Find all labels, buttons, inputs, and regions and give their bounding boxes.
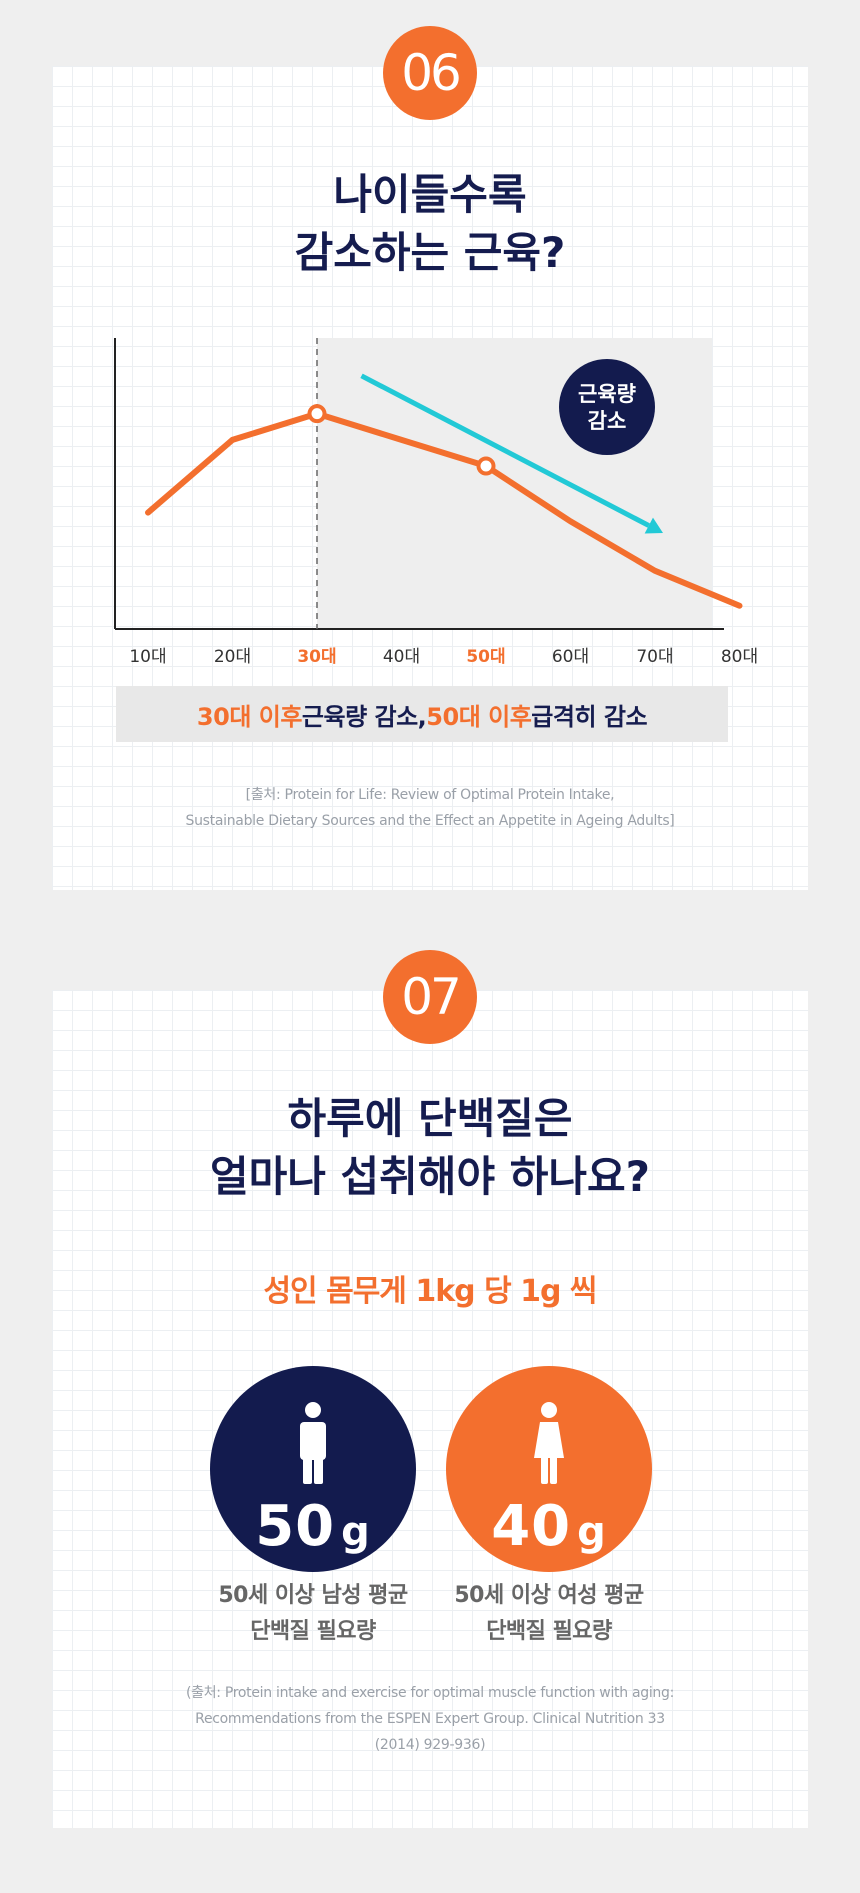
x-tick-label: 20대 <box>214 647 251 667</box>
male-caption: 50세 이상 남성 평균 단백질 필요량 <box>183 1578 443 1650</box>
x-tick-label: 30대 <box>297 647 336 667</box>
x-tick-label: 80대 <box>721 647 758 667</box>
male-amount-unit: g <box>341 1509 371 1555</box>
source-citation: [출처: Protein for Life: Review of Optimal… <box>52 782 808 834</box>
male-caption-line-1: 50세 이상 남성 평균 <box>218 1583 408 1608</box>
source-line-1: [출처: Protein for Life: Review of Optimal… <box>245 787 615 803</box>
callout-line-1: 근육량 <box>578 382 636 406</box>
male-amount-value: 50 <box>255 1494 336 1559</box>
source-citation: (출처: Protein intake and exercise for opt… <box>52 1680 808 1758</box>
section-number-badge: 06 <box>383 26 477 120</box>
section-title: 나이들수록 감소하는 근육? <box>52 166 808 282</box>
female-caption: 50세 이상 여성 평균 단백질 필요량 <box>419 1578 679 1650</box>
intake-subtitle: 성인 몸무게 1kg 당 1g 씩 <box>263 1274 597 1309</box>
male-protein-amount: 50 g <box>255 1494 371 1559</box>
data-point-marker <box>307 404 327 424</box>
x-tick-label: 40대 <box>383 647 420 667</box>
section-number-badge: 07 <box>383 950 477 1044</box>
male-caption-line-2: 단백질 필요량 <box>250 1619 376 1644</box>
x-tick-label: 60대 <box>552 647 589 667</box>
muscle-decline-callout <box>559 359 655 455</box>
female-caption-line-2: 단백질 필요량 <box>486 1619 612 1644</box>
summary-part-3: 50대 이후 <box>426 702 532 731</box>
x-tick-label: 10대 <box>129 647 166 667</box>
female-caption-line-1: 50세 이상 여성 평균 <box>454 1583 644 1608</box>
section-card-protein-intake: 하루에 단백질은 얼마나 섭취해야 하나요? 성인 몸무게 1kg 당 1g 씩… <box>52 990 808 1828</box>
callout-line-2: 감소 <box>588 409 627 433</box>
title-line-1: 하루에 단백질은 <box>287 1094 573 1143</box>
source-line-2: Recommendations from the ESPEN Expert Gr… <box>195 1711 665 1727</box>
title-line-1: 나이들수록 <box>333 170 527 219</box>
arrow-head <box>644 517 663 534</box>
summary-banner: 30대 이후 근육량 감소, 50대 이후 급격히 감소 <box>116 686 728 742</box>
female-protein-circle: 40 g <box>446 1366 652 1572</box>
male-protein-circle: 50 g <box>210 1366 416 1572</box>
x-tick-label: 50대 <box>466 647 505 667</box>
summary-part-4: 급격히 감소 <box>531 702 648 731</box>
female-person-icon <box>534 1402 564 1484</box>
female-amount-value: 40 <box>491 1494 572 1559</box>
x-tick-label: 70대 <box>636 647 673 667</box>
title-line-2: 감소하는 근육? <box>294 228 566 277</box>
summary-part-2: 근육량 감소, <box>301 702 427 731</box>
source-line-1: (출처: Protein intake and exercise for opt… <box>185 1685 674 1701</box>
source-line-3: (2014) 929-936) <box>374 1737 486 1753</box>
section-title: 하루에 단백질은 얼마나 섭취해야 하나요? <box>52 1090 808 1206</box>
data-point-marker <box>476 456 496 476</box>
muscle-series-line <box>145 410 743 609</box>
male-person-icon <box>300 1402 326 1484</box>
title-line-2: 얼마나 섭취해야 하나요? <box>209 1152 650 1201</box>
summary-part-1: 30대 이후 <box>196 702 303 731</box>
female-protein-amount: 40 g <box>491 1494 607 1559</box>
source-line-2: Sustainable Dietary Sources and the Effe… <box>185 813 675 829</box>
decline-trend-arrow <box>360 373 650 528</box>
female-amount-unit: g <box>577 1509 607 1555</box>
